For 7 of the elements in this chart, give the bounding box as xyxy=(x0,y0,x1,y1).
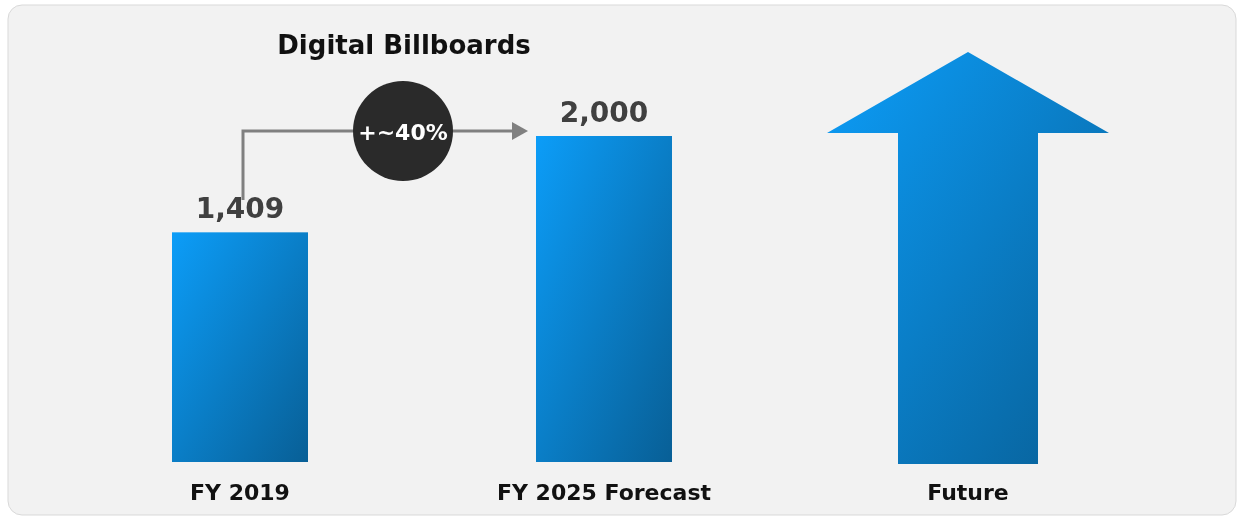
data-label: 2,000 xyxy=(559,96,649,129)
x-tick-label: FY 2019 xyxy=(190,480,290,505)
x-tick-label: Future xyxy=(927,480,1009,505)
annotation: +~40% xyxy=(358,120,448,145)
data-label: 1,409 xyxy=(195,192,285,226)
chart-title: Digital Billboards xyxy=(277,30,531,60)
x-tick-label: FY 2025 Forecast xyxy=(496,480,712,505)
